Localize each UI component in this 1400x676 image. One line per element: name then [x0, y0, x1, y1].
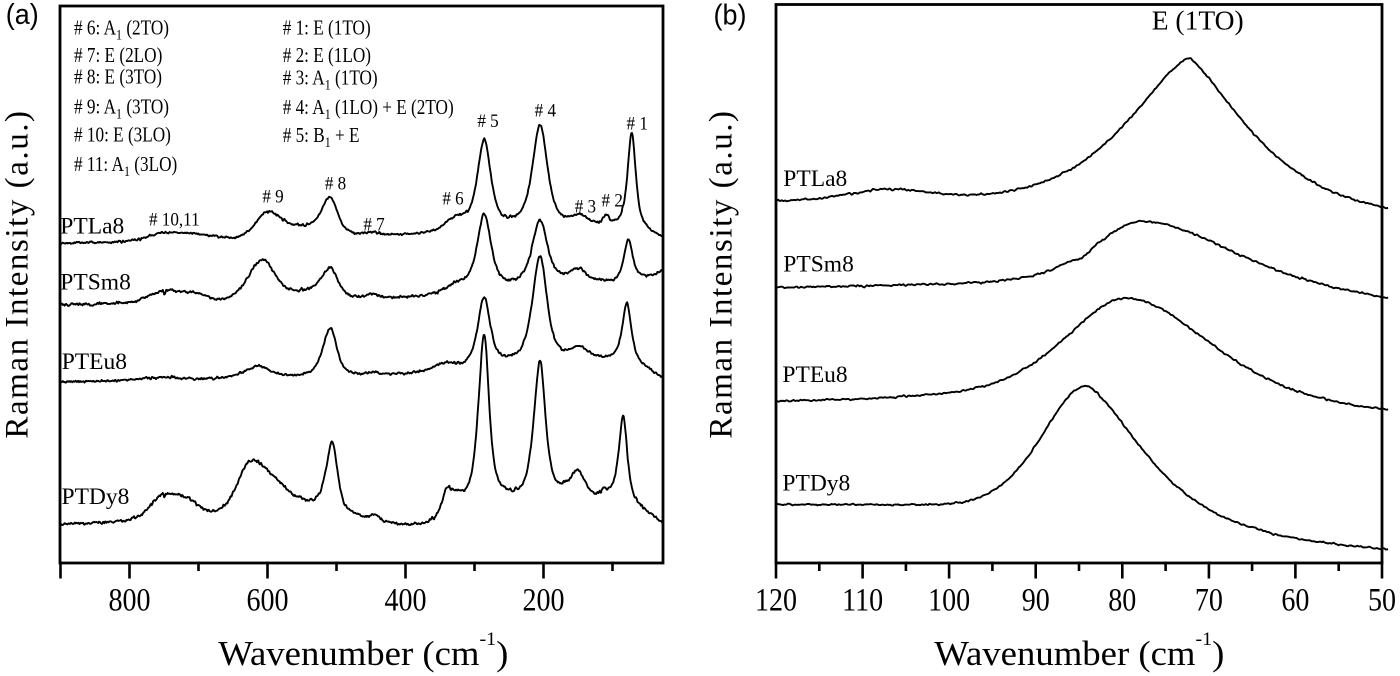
svg-text:200: 200 — [522, 581, 564, 618]
svg-text:# 9: # 9 — [262, 186, 283, 207]
svg-text:PTSm8: PTSm8 — [60, 270, 131, 296]
svg-text:# 3: A1 (1TO): # 3: A1 (1TO) — [283, 67, 378, 93]
svg-text:Wavenumber (cm-1): Wavenumber (cm-1) — [218, 629, 508, 672]
svg-text:# 6: # 6 — [442, 188, 463, 209]
svg-text:# 8: # 8 — [325, 173, 346, 194]
svg-text:400: 400 — [384, 581, 426, 618]
svg-text:# 4: A1 (1LO) + E (2TO): # 4: A1 (1LO) + E (2TO) — [283, 97, 454, 123]
svg-text:PTDy8: PTDy8 — [782, 470, 850, 496]
svg-text:PTEu8: PTEu8 — [782, 362, 847, 388]
svg-text:# 9: A1 (3TO): # 9: A1 (3TO) — [74, 96, 169, 122]
svg-text:50: 50 — [1368, 581, 1396, 618]
svg-text:# 4: # 4 — [535, 100, 556, 121]
svg-text:# 5: B1 + E: # 5: B1 + E — [283, 124, 360, 150]
svg-text:E (1TO): E (1TO) — [1152, 4, 1244, 35]
svg-text:PTSm8: PTSm8 — [783, 251, 854, 277]
svg-text:PTDy8: PTDy8 — [62, 484, 130, 510]
svg-text:# 2: # 2 — [602, 190, 623, 211]
svg-text:120: 120 — [755, 581, 797, 618]
svg-text:# 8: E (3TO): # 8: E (3TO) — [74, 66, 162, 89]
svg-text:# 5: # 5 — [477, 110, 498, 131]
svg-text:800: 800 — [108, 581, 150, 618]
svg-text:# 3: # 3 — [575, 196, 596, 217]
svg-text:# 10,11: # 10,11 — [149, 209, 200, 230]
svg-text:PTLa8: PTLa8 — [783, 166, 847, 192]
svg-text:90: 90 — [1022, 581, 1050, 618]
svg-text:# 7: # 7 — [363, 214, 384, 235]
svg-text:# 7: E (2LO): # 7: E (2LO) — [74, 44, 162, 67]
svg-text:Raman Intensity (a.u.): Raman Intensity (a.u.) — [704, 109, 740, 438]
svg-text:# 2: E (1LO): # 2: E (1LO) — [283, 44, 371, 67]
svg-text:# 6: A1 (2TO): # 6: A1 (2TO) — [74, 17, 169, 43]
svg-text:Wavenumber (cm-1): Wavenumber (cm-1) — [934, 629, 1224, 672]
svg-text:PTEu8: PTEu8 — [62, 349, 127, 375]
svg-text:70: 70 — [1195, 581, 1223, 618]
svg-text:# 1: # 1 — [627, 113, 648, 134]
svg-text:PTLa8: PTLa8 — [60, 214, 124, 240]
svg-text:600: 600 — [246, 581, 288, 618]
svg-text:(a): (a) — [6, 0, 39, 30]
svg-text:(b): (b) — [714, 0, 747, 31]
svg-text:110: 110 — [842, 581, 883, 618]
svg-text:Raman Intensity (a.u.): Raman Intensity (a.u.) — [0, 109, 36, 438]
svg-text:100: 100 — [928, 581, 970, 618]
svg-text:# 10: E (3LO): # 10: E (3LO) — [74, 124, 171, 147]
svg-text:60: 60 — [1281, 581, 1309, 618]
svg-text:80: 80 — [1108, 581, 1136, 618]
svg-text:# 11: A1 (3LO): # 11: A1 (3LO) — [74, 153, 177, 179]
svg-text:# 1: E (1TO): # 1: E (1TO) — [283, 17, 371, 40]
